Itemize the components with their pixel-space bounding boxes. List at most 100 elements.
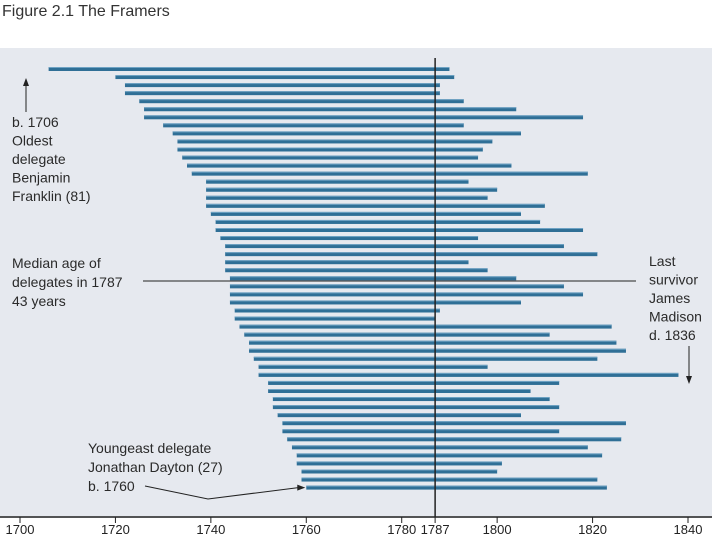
youngest-delegate-annotation: Youngeast delegate Jonathan Dayton (27) b.… [88, 440, 223, 494]
lifespan-bar [301, 469, 498, 474]
lifespan-bar [206, 187, 498, 192]
lifespan-bar [144, 107, 517, 112]
lifespan-bar-highlight [268, 380, 560, 382]
lifespan-bar [244, 332, 550, 337]
lifespan-bar [220, 236, 479, 241]
lifespan-bar [234, 316, 436, 321]
last-survivor-annotation: Last survivor James Madison d. 1836 [649, 253, 702, 343]
x-tick-label: 1720 [101, 522, 130, 537]
median-age-annotation: Median age of delegates in 1787 43 years [12, 255, 123, 309]
lifespan-bar [124, 91, 440, 96]
lifespan-bar [163, 123, 464, 128]
lifespan-bar [206, 179, 469, 184]
youngest-arrowhead [297, 484, 306, 491]
lifespan-bar [206, 195, 488, 200]
lifespan-bar-highlight [301, 469, 498, 471]
lifespan-bar-highlight [187, 163, 512, 165]
lifespan-bar [225, 244, 564, 249]
x-tick-label: 1780 [387, 522, 416, 537]
lifespan-bar-highlight [229, 284, 564, 286]
lifespan-bar-highlight [258, 372, 679, 374]
x-tick-label: 1760 [292, 522, 321, 537]
lifespan-bar [225, 268, 488, 273]
x-tick-label: 1700 [6, 522, 35, 537]
lifespan-bar-highlight [210, 211, 521, 213]
lifespan-bar-highlight [144, 107, 517, 109]
lifespan-bar-highlight [206, 179, 469, 181]
lifespan-bar-highlight [268, 389, 531, 390]
oldest-delegate-annotation: b. 1706 Oldest delegate Benjamin Franklin (8… [12, 114, 91, 204]
lifespan-bar [268, 389, 531, 393]
lifespan-bar [215, 219, 541, 224]
lifespan-bar [258, 372, 679, 377]
lifespan-bar [282, 429, 560, 434]
lifespan-bar-highlight [253, 356, 598, 358]
lifespan-bar-highlight [191, 171, 588, 173]
lifespan-bar [187, 163, 512, 168]
lifespan-bar-highlight [172, 131, 521, 133]
lifespan-bar-highlight [272, 397, 550, 399]
annotations: b. 1706 Oldest delegate Benjamin Franklin (8… [12, 78, 702, 500]
lifespan-bar [287, 437, 622, 442]
lifespan-bar [296, 453, 603, 458]
figure-title: Figure 2.1 The Framers [2, 3, 170, 20]
lifespan-bar [215, 228, 584, 232]
lifespan-bar-highlight [234, 316, 436, 318]
lifespan-bar-highlight [124, 83, 440, 85]
lifespan-bar-highlight [206, 187, 498, 189]
lifespan-bar-highlight [234, 308, 440, 310]
lifespan-bar-highlight [229, 292, 584, 294]
oldest-arrowhead [23, 78, 29, 86]
x-axis-ticks: 1700 1720 1740 1760 1780 1787 1800 1820 1840 [6, 517, 703, 537]
lifespan-bar-highlight [296, 461, 502, 463]
lifespan-bar-highlight [225, 260, 469, 262]
lifespan-bar [191, 171, 588, 176]
lifespan-bar-highlight [282, 429, 560, 431]
lifespan-bar-highlight [124, 91, 440, 93]
lifespan-bar [210, 211, 521, 216]
lifespan-bar [177, 139, 493, 144]
lifespan-bar [48, 67, 450, 71]
lifespan-bar-highlight [182, 155, 479, 157]
lifespan-bar [206, 203, 545, 208]
lifespan-bar-highlight [296, 453, 603, 455]
lifespan-bar-highlight [282, 421, 626, 423]
lifespan-bar [301, 477, 598, 482]
lifespan-bar [249, 348, 626, 353]
lifespan-bar-highlight [272, 405, 560, 407]
x-tick-label: 1800 [483, 522, 512, 537]
lifespan-bar [291, 445, 588, 450]
lifespan-bar-highlight [225, 244, 564, 246]
lifespan-bar [229, 284, 564, 289]
lifespan-bar-highlight [144, 115, 584, 117]
lifespan-bar [282, 421, 626, 426]
lifespan-bar [272, 397, 550, 402]
last-survivor-arrowhead [686, 376, 692, 384]
lifespan-bar-highlight [206, 195, 488, 197]
lifespan-bar [229, 300, 521, 305]
lifespan-bar-highlight [115, 75, 455, 77]
lifespan-bar-highlight [225, 268, 488, 270]
lifespan-bar [296, 461, 502, 466]
lifespan-bar [124, 83, 440, 88]
lifespan-bar [172, 131, 521, 136]
lifespan-bar-highlight [229, 276, 517, 278]
lifespan-bar-highlight [215, 219, 541, 221]
lifespan-bar [253, 356, 598, 361]
lifespan-bar [225, 252, 598, 257]
lifespan-bar [277, 413, 521, 418]
lifespan-bar-highlight [163, 123, 464, 125]
lifespan-bars [48, 67, 679, 490]
lifespan-bar [229, 276, 517, 281]
lifespan-bar-highlight [306, 485, 607, 487]
lifespan-bar [258, 364, 488, 369]
x-tick-label: 1740 [196, 522, 225, 537]
lifespan-bar-highlight [239, 324, 612, 326]
lifespan-bar-highlight [287, 437, 622, 439]
x-tick-label: 1840 [674, 522, 703, 537]
lifespan-bar-highlight [177, 139, 493, 141]
lifespan-bar-highlight [244, 332, 550, 334]
lifespan-bar-highlight [229, 300, 521, 302]
lifespan-bar-highlight [139, 99, 464, 101]
